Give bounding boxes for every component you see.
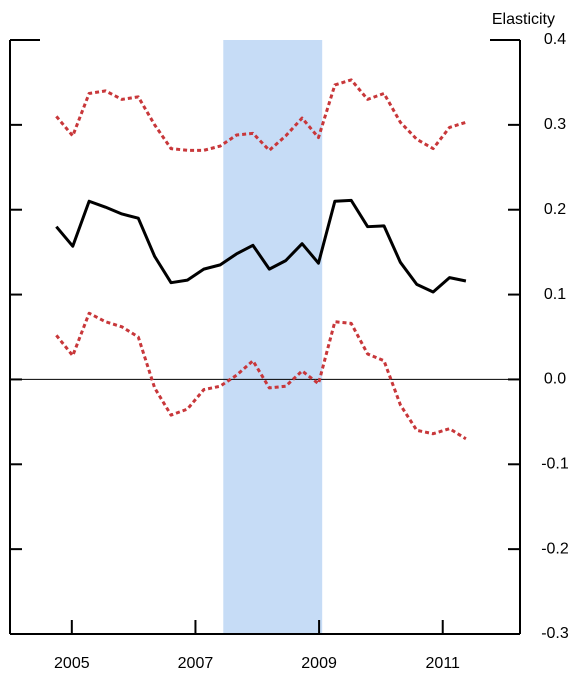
y-tick-label: -0.2: [541, 540, 569, 557]
y-tick-label: 0.0: [544, 371, 566, 388]
y-tick-label: 0.1: [544, 286, 566, 303]
y-tick-label: 0.2: [544, 201, 566, 218]
band-line: [55, 311, 467, 441]
shaded-period: [223, 40, 323, 634]
y-tick-label: -0.3: [541, 625, 569, 642]
series-line: [55, 198, 467, 294]
y-axis-label: Elasticity: [492, 11, 555, 28]
y-tick-label: 0.3: [544, 116, 566, 133]
y-tick-label: 0.4: [544, 31, 566, 48]
x-tick-label: 2011: [426, 655, 461, 672]
y-tick-label: -0.1: [541, 456, 569, 473]
x-tick-label: 2005: [54, 655, 90, 672]
x-tick-label: 2007: [178, 655, 214, 672]
band-line: [55, 78, 467, 152]
x-tick-label: 2009: [301, 655, 337, 672]
